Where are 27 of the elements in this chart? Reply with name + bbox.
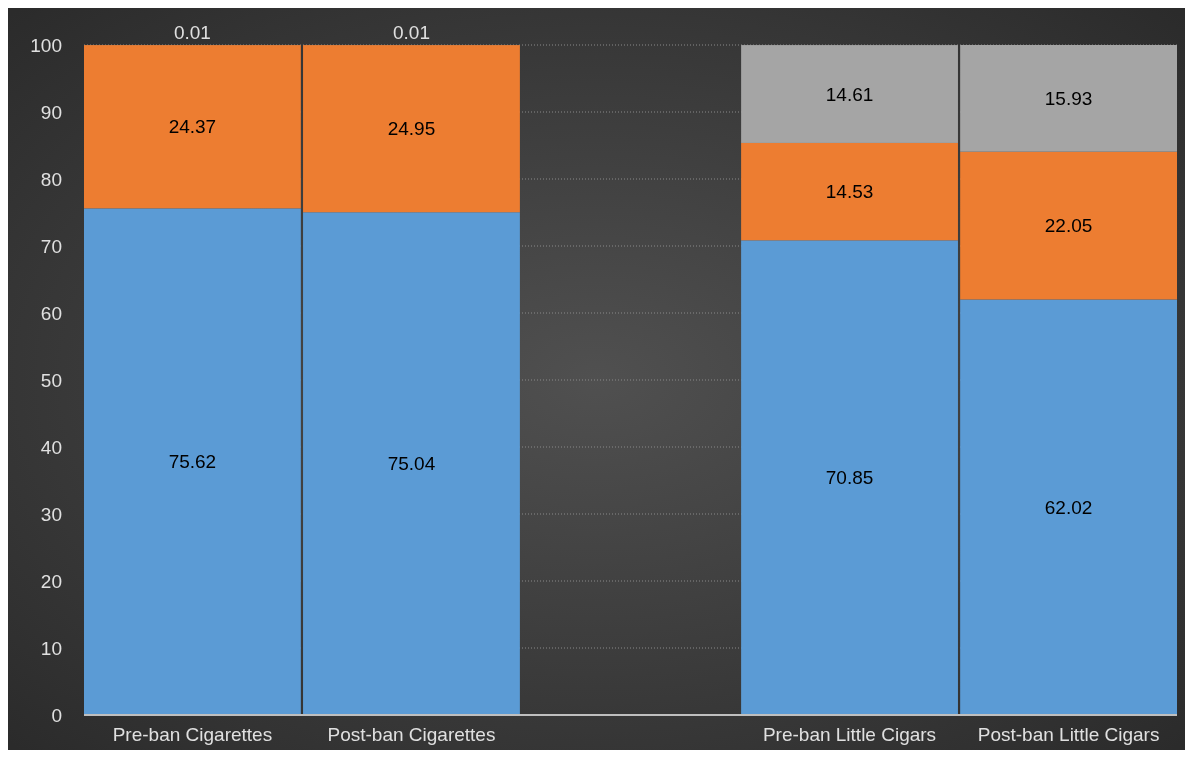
data-label: 62.02	[1044, 496, 1093, 518]
data-label: 15.93	[1044, 88, 1093, 110]
y-tick-label: 30	[40, 503, 62, 525]
data-label: 24.37	[168, 116, 217, 138]
data-label: 75.04	[387, 453, 436, 475]
x-tick-label: Pre-ban Cigarettes	[112, 724, 273, 745]
y-tick-label: 10	[40, 637, 62, 659]
data-label: 75.62	[168, 451, 217, 473]
y-tick-label: 60	[40, 302, 62, 324]
y-tick-label: 70	[40, 235, 62, 257]
x-tick-label: Post-ban Cigarettes	[327, 724, 496, 745]
y-tick-label: 90	[40, 101, 62, 123]
data-label: 0.01	[173, 21, 211, 43]
data-label: 22.05	[1044, 215, 1093, 237]
y-tick-label: 0	[51, 704, 62, 726]
x-tick-label: Post-ban Little Cigars	[977, 724, 1160, 745]
data-label: 14.61	[825, 83, 874, 105]
x-tick-label: Pre-ban Little Cigars	[762, 724, 937, 745]
data-label: 14.53	[825, 181, 874, 203]
y-tick-label: 40	[40, 436, 62, 458]
y-tick-label: 80	[40, 168, 62, 190]
data-label: 70.85	[825, 467, 874, 489]
y-tick-label: 50	[40, 369, 62, 391]
data-label: 0.01	[392, 21, 430, 43]
y-tick-label: 100	[30, 34, 62, 56]
data-label: 24.95	[387, 118, 436, 140]
y-tick-label: 20	[40, 570, 62, 592]
